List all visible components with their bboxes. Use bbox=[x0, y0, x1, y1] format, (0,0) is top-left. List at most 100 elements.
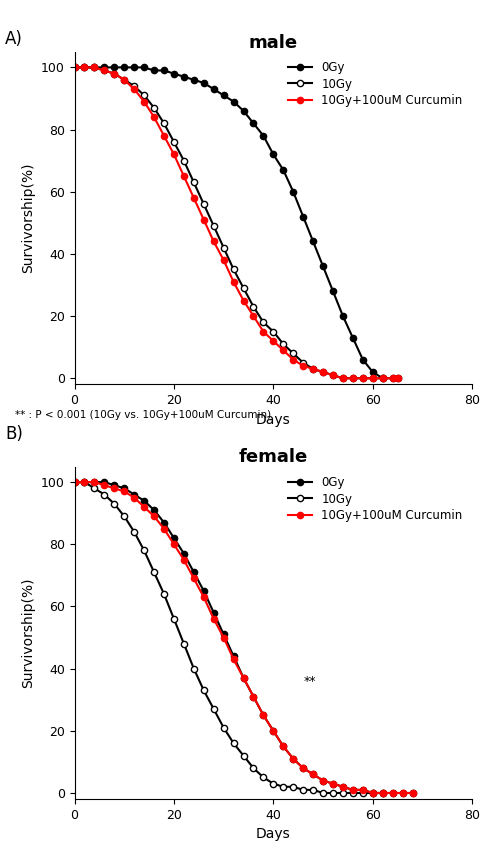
10Gy bbox=[181, 156, 187, 166]
0Gy bbox=[241, 105, 247, 116]
10Gy bbox=[360, 373, 366, 384]
10Gy bbox=[181, 638, 187, 649]
0Gy bbox=[310, 769, 316, 779]
10Gy+100uM Curcumin bbox=[151, 112, 157, 123]
10Gy+100uM Curcumin bbox=[151, 511, 157, 522]
10Gy+100uM Curcumin bbox=[191, 193, 197, 203]
10Gy+100uM Curcumin bbox=[201, 214, 207, 225]
Line: 0Gy: 0Gy bbox=[72, 64, 401, 381]
10Gy+100uM Curcumin bbox=[191, 574, 197, 584]
10Gy bbox=[121, 74, 127, 85]
0Gy bbox=[211, 84, 217, 94]
0Gy bbox=[370, 367, 376, 378]
10Gy bbox=[171, 613, 177, 624]
0Gy bbox=[181, 72, 187, 82]
10Gy+100uM Curcumin bbox=[390, 788, 396, 798]
Text: **: ** bbox=[303, 675, 316, 688]
0Gy bbox=[340, 311, 346, 321]
Y-axis label: Survivorship(%): Survivorship(%) bbox=[21, 163, 35, 273]
10Gy bbox=[82, 477, 87, 487]
10Gy+100uM Curcumin bbox=[131, 492, 137, 503]
0Gy bbox=[280, 741, 286, 752]
10Gy+100uM Curcumin bbox=[121, 74, 127, 85]
0Gy bbox=[161, 518, 167, 528]
10Gy+100uM Curcumin bbox=[360, 373, 366, 384]
10Gy bbox=[370, 788, 376, 798]
10Gy bbox=[82, 62, 87, 73]
0Gy bbox=[250, 118, 256, 129]
0Gy bbox=[111, 62, 117, 73]
0Gy bbox=[231, 97, 237, 107]
Line: 0Gy: 0Gy bbox=[72, 479, 415, 796]
10Gy bbox=[380, 373, 386, 384]
10Gy+100uM Curcumin bbox=[101, 66, 107, 76]
10Gy bbox=[161, 589, 167, 600]
10Gy+100uM Curcumin bbox=[121, 486, 127, 497]
0Gy bbox=[320, 775, 326, 785]
10Gy+100uM Curcumin bbox=[241, 295, 247, 306]
10Gy bbox=[91, 483, 97, 493]
10Gy+100uM Curcumin bbox=[270, 336, 276, 346]
10Gy bbox=[131, 81, 137, 92]
10Gy bbox=[270, 778, 276, 789]
0Gy bbox=[400, 788, 406, 798]
0Gy bbox=[231, 651, 237, 661]
10Gy bbox=[241, 283, 247, 293]
10Gy bbox=[290, 348, 296, 359]
0Gy bbox=[131, 489, 137, 499]
10Gy+100uM Curcumin bbox=[181, 555, 187, 565]
10Gy+100uM Curcumin bbox=[260, 327, 266, 337]
10Gy+100uM Curcumin bbox=[221, 255, 227, 265]
10Gy+100uM Curcumin bbox=[320, 775, 326, 785]
10Gy bbox=[72, 477, 78, 487]
10Gy bbox=[131, 527, 137, 537]
10Gy bbox=[300, 785, 306, 795]
0Gy bbox=[72, 477, 78, 487]
10Gy+100uM Curcumin bbox=[410, 788, 415, 798]
10Gy bbox=[211, 704, 217, 715]
10Gy+100uM Curcumin bbox=[320, 367, 326, 378]
10Gy bbox=[121, 511, 127, 522]
0Gy bbox=[131, 62, 137, 73]
0Gy bbox=[300, 763, 306, 773]
10Gy bbox=[141, 90, 147, 100]
10Gy bbox=[370, 373, 376, 384]
10Gy bbox=[290, 782, 296, 792]
0Gy bbox=[221, 629, 227, 639]
Text: A): A) bbox=[5, 30, 23, 48]
10Gy+100uM Curcumin bbox=[340, 373, 346, 384]
Legend: 0Gy, 10Gy, 10Gy+100uM Curcumin: 0Gy, 10Gy, 10Gy+100uM Curcumin bbox=[285, 473, 466, 525]
10Gy+100uM Curcumin bbox=[91, 477, 97, 487]
0Gy bbox=[181, 549, 187, 559]
10Gy+100uM Curcumin bbox=[360, 785, 366, 795]
10Gy bbox=[231, 264, 237, 275]
10Gy+100uM Curcumin bbox=[171, 539, 177, 550]
10Gy+100uM Curcumin bbox=[141, 97, 147, 107]
10Gy bbox=[250, 763, 256, 773]
10Gy+100uM Curcumin bbox=[340, 782, 346, 792]
0Gy bbox=[280, 165, 286, 175]
10Gy bbox=[191, 664, 197, 674]
0Gy bbox=[370, 788, 376, 798]
10Gy+100uM Curcumin bbox=[201, 592, 207, 602]
Title: male: male bbox=[249, 34, 298, 52]
10Gy bbox=[211, 220, 217, 231]
10Gy bbox=[72, 62, 78, 73]
10Gy bbox=[161, 118, 167, 129]
0Gy bbox=[290, 187, 296, 197]
0Gy bbox=[290, 753, 296, 764]
10Gy+100uM Curcumin bbox=[380, 788, 386, 798]
10Gy bbox=[300, 358, 306, 368]
0Gy bbox=[380, 373, 386, 384]
0Gy bbox=[380, 788, 386, 798]
0Gy bbox=[201, 586, 207, 596]
0Gy bbox=[101, 62, 107, 73]
10Gy+100uM Curcumin bbox=[280, 345, 286, 355]
0Gy bbox=[72, 62, 78, 73]
10Gy+100uM Curcumin bbox=[231, 276, 237, 287]
0Gy bbox=[151, 66, 157, 76]
0Gy bbox=[82, 62, 87, 73]
10Gy+100uM Curcumin bbox=[380, 373, 386, 384]
0Gy bbox=[330, 778, 336, 789]
0Gy bbox=[211, 607, 217, 618]
